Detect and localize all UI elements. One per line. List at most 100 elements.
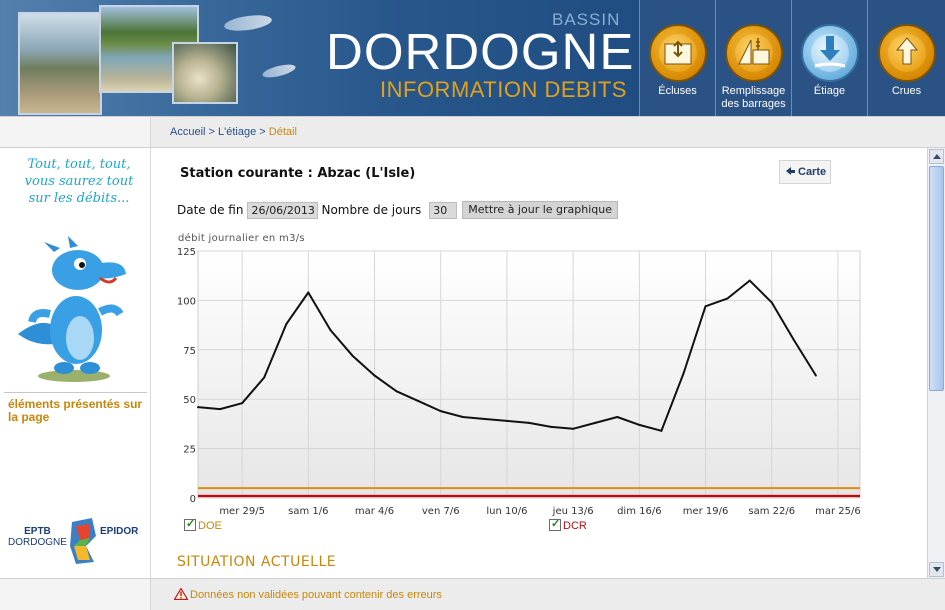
breadcrumb-etiage[interactable]: L'étiage bbox=[218, 126, 257, 138]
site-subtitle: INFORMATION DEBITS bbox=[380, 77, 627, 102]
y-tick-label: 0 bbox=[190, 494, 196, 505]
nav-label-remplissage-1: Remplissage bbox=[721, 85, 786, 97]
flow-data-point bbox=[219, 408, 222, 411]
epidor-logo-mark-icon bbox=[70, 518, 96, 564]
flow-data-point bbox=[307, 291, 310, 294]
logo-text-epidor: EPIDOR bbox=[100, 526, 139, 537]
flow-data-point bbox=[616, 415, 619, 418]
x-tick-label: sam 1/6 bbox=[288, 506, 328, 517]
days-label: Nombre de jours bbox=[321, 203, 422, 217]
flow-chart: débit journalier en m3/s 0 25 50 75 100 125 mer… bbox=[172, 230, 892, 530]
footer: Données non validées pouvant contenir de… bbox=[0, 578, 945, 610]
scroll-down-button[interactable] bbox=[929, 562, 944, 577]
flow-data-point bbox=[351, 354, 354, 357]
left-sidebar: Tout, tout, tout, vous saurez tout sur l… bbox=[0, 148, 151, 578]
doe-checkbox[interactable] bbox=[184, 517, 196, 531]
x-tick-label: sam 22/6 bbox=[748, 506, 795, 517]
main-nav: Écluses Remplissage des barrages bbox=[639, 0, 945, 116]
eptb-logo: EPTB DORDOGNE bbox=[8, 526, 67, 548]
x-tick-label: mar 4/6 bbox=[355, 506, 394, 517]
site-title: DORDOGNE bbox=[326, 23, 635, 80]
lock-gauge-icon bbox=[648, 24, 707, 82]
y-tick-label: 50 bbox=[183, 395, 196, 406]
nav-item-etiage[interactable]: Étiage bbox=[791, 0, 867, 116]
logo-text-eptb: EPTB bbox=[24, 526, 51, 537]
x-tick-label: ven 7/6 bbox=[422, 506, 460, 517]
scroll-up-button[interactable] bbox=[929, 149, 944, 164]
y-tick-label: 100 bbox=[177, 296, 196, 307]
data-warning: Données non validées pouvant contenir de… bbox=[174, 588, 442, 601]
slogan-line: Tout, tout, tout, bbox=[27, 157, 131, 172]
carte-button-label: Carte bbox=[798, 166, 827, 178]
y-tick-label: 25 bbox=[183, 445, 196, 456]
flow-data-point bbox=[748, 279, 751, 282]
flood-arrow-icon bbox=[877, 24, 936, 82]
situation-heading: SITUATION ACTUELLE bbox=[177, 554, 337, 570]
y-tick-label: 75 bbox=[183, 346, 196, 357]
end-date-input[interactable]: 26/06/2013 bbox=[247, 201, 319, 219]
flow-data-point bbox=[660, 429, 663, 432]
slogan-line: vous saurez tout bbox=[24, 174, 134, 189]
breadcrumb-bar: Accueil > L'étiage > Détail bbox=[0, 116, 945, 148]
flow-data-point bbox=[770, 301, 773, 304]
low-water-arrow-icon bbox=[800, 24, 859, 82]
river-photo-3 bbox=[172, 42, 238, 104]
nav-item-crues[interactable]: Crues bbox=[867, 0, 945, 116]
scroll-thumb[interactable] bbox=[929, 166, 944, 391]
flow-data-point bbox=[638, 423, 641, 426]
main-content: Station courante : Abzac (L'Isle) Carte … bbox=[152, 148, 927, 578]
nav-item-remplissage[interactable]: Remplissage des barrages bbox=[715, 0, 791, 116]
flow-data-point bbox=[241, 402, 244, 405]
x-tick-label: jeu 13/6 bbox=[552, 506, 594, 517]
legend-dcr[interactable]: DCR bbox=[549, 517, 587, 532]
flow-data-point bbox=[550, 425, 553, 428]
legend-doe-label: DOE bbox=[198, 520, 222, 532]
flow-data-point bbox=[439, 410, 442, 413]
elements-presented-link[interactable]: éléments présentés sur la page bbox=[8, 397, 143, 424]
chart-form: Date de fin 26/06/2013 Nombre de jours 3… bbox=[177, 201, 619, 219]
x-tick-label: mar 25/6 bbox=[815, 506, 861, 517]
dcr-checkbox[interactable] bbox=[549, 517, 561, 531]
x-tick-label: dim 16/6 bbox=[617, 506, 662, 517]
breadcrumb-home[interactable]: Accueil bbox=[170, 126, 206, 138]
days-input[interactable]: 30 bbox=[429, 201, 458, 219]
flow-data-point bbox=[483, 417, 486, 420]
back-arrow-icon bbox=[786, 166, 798, 178]
flow-data-point bbox=[726, 297, 729, 300]
reservoir-icon bbox=[724, 24, 783, 82]
plot-area bbox=[197, 250, 861, 499]
warning-icon bbox=[174, 588, 188, 600]
flow-data-point bbox=[417, 400, 420, 403]
flow-data-point bbox=[197, 406, 199, 409]
flow-data-point bbox=[682, 372, 685, 375]
flow-data-point bbox=[572, 427, 575, 430]
nav-label-etiage: Étiage bbox=[813, 85, 846, 97]
nav-item-ecluses[interactable]: Écluses bbox=[639, 0, 715, 116]
flow-data-point bbox=[373, 374, 376, 377]
slogan: Tout, tout, tout, vous saurez tout sur l… bbox=[14, 156, 144, 207]
partner-logos: EPTB DORDOGNE EPIDOR bbox=[4, 516, 147, 570]
header-bassin: BASSIN bbox=[552, 10, 621, 29]
flow-data-point bbox=[263, 376, 266, 379]
legend-doe[interactable]: DOE bbox=[184, 517, 222, 532]
flow-data-point bbox=[704, 305, 707, 308]
x-tick-label: mer 19/6 bbox=[683, 506, 729, 517]
nav-label-remplissage-2: des barrages bbox=[721, 98, 786, 110]
y-axis-label: débit journalier en m3/s bbox=[178, 232, 305, 244]
flow-data-point bbox=[792, 338, 795, 341]
nav-label-crues: Crues bbox=[891, 85, 922, 97]
x-tick-label: lun 10/6 bbox=[486, 506, 527, 517]
flow-data-point bbox=[395, 390, 398, 393]
flow-data-point bbox=[814, 374, 817, 377]
update-chart-button[interactable]: Mettre à jour le graphique bbox=[462, 201, 619, 219]
legend-dcr-label: DCR bbox=[563, 520, 587, 532]
logo-text-dordogne: DORDOGNE bbox=[8, 537, 67, 548]
carte-button[interactable]: Carte bbox=[779, 160, 831, 184]
flow-data-point bbox=[505, 419, 508, 422]
date-label: Date de fin bbox=[177, 203, 244, 217]
dragon-mascot-icon bbox=[18, 236, 126, 382]
breadcrumb-separator: > bbox=[205, 126, 219, 138]
x-tick-label: mer 29/5 bbox=[219, 506, 265, 517]
vertical-scrollbar[interactable] bbox=[927, 148, 945, 578]
breadcrumb-separator: > bbox=[256, 126, 269, 138]
